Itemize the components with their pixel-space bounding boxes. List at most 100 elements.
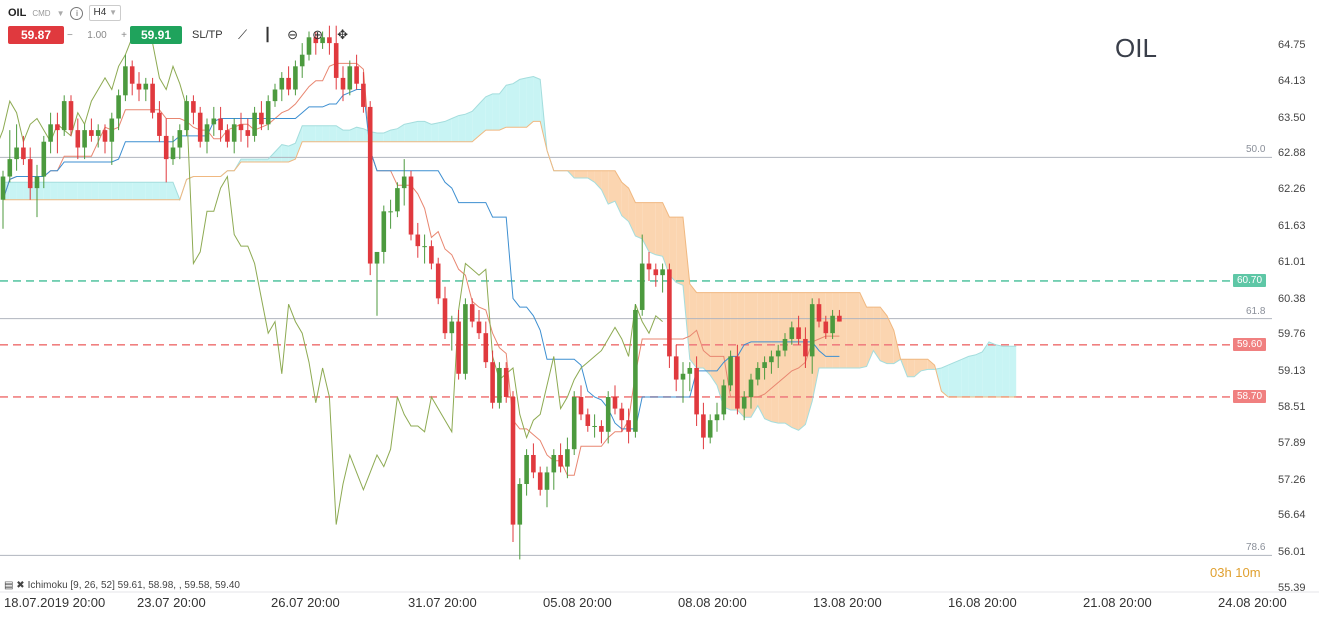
y-tick-label: 63.50 xyxy=(1278,111,1306,124)
zoom-out-icon[interactable]: ⊖ xyxy=(287,27,299,42)
symbol-dropdown-icon[interactable]: ▼ xyxy=(56,8,65,18)
candle-body xyxy=(123,66,128,96)
candle-body xyxy=(456,321,461,374)
cloud-segment xyxy=(785,292,792,428)
y-tick-label: 57.26 xyxy=(1278,473,1306,486)
candle-body xyxy=(177,130,183,148)
candle xyxy=(68,95,74,136)
candle xyxy=(830,309,835,339)
senkou-span-a xyxy=(3,75,1017,431)
qty-value[interactable]: 1.00 xyxy=(87,29,107,41)
candle-body xyxy=(191,101,196,113)
candle xyxy=(789,321,795,345)
cloud-segment xyxy=(43,182,51,200)
y-tick-label: 58.51 xyxy=(1278,401,1306,413)
cloud-segment xyxy=(492,93,500,131)
cloud-segment xyxy=(281,144,289,163)
trade-toolbar: OIL CMD ▼ i H4 ▼ 59.87 − 1.00 + 59.91 SL… xyxy=(0,0,360,50)
buy-button[interactable]: 59.91 xyxy=(130,26,182,44)
candle-body xyxy=(225,130,230,142)
quantity-stepper[interactable]: − 1.00 + xyxy=(64,26,130,44)
candle xyxy=(163,118,169,183)
qty-plus-button[interactable]: + xyxy=(121,29,127,41)
candle-body xyxy=(517,483,523,525)
cloud-segment xyxy=(710,292,717,386)
candle-body xyxy=(544,472,550,490)
candle-body xyxy=(537,472,543,490)
candle-body xyxy=(238,124,244,131)
candle-chart-icon[interactable]: ┃ xyxy=(263,27,272,42)
candle xyxy=(565,437,570,479)
cloud-segment xyxy=(64,182,71,200)
candle xyxy=(48,112,53,154)
candle xyxy=(585,408,591,432)
candle-body xyxy=(599,425,604,432)
candle-body xyxy=(14,147,19,160)
candle-body xyxy=(769,356,774,363)
kijun-sen xyxy=(2,89,840,430)
candle xyxy=(456,309,461,380)
candle-body xyxy=(442,298,448,334)
info-icon[interactable]: i xyxy=(70,6,84,20)
symbol-name[interactable]: OIL xyxy=(8,7,27,19)
candle-body xyxy=(354,66,359,84)
candle-body xyxy=(306,37,312,55)
cloud-segment xyxy=(383,130,391,142)
candle xyxy=(816,298,822,328)
candle xyxy=(578,385,584,421)
cloud-segment xyxy=(132,182,139,200)
zoom-in-icon[interactable]: ⊕ xyxy=(312,27,324,42)
candle-body xyxy=(735,356,740,409)
sltp-button[interactable]: SL/TP xyxy=(192,29,223,41)
candle-body xyxy=(755,367,761,380)
move-icon[interactable]: ✥ xyxy=(337,27,349,42)
indicator-settings-icon[interactable]: ▤ ✖ xyxy=(4,580,25,591)
cloud-segment xyxy=(506,83,513,128)
cloud-segment xyxy=(77,182,85,200)
candle-body xyxy=(497,367,502,403)
ichimoku-lines xyxy=(0,36,1017,525)
cloud-segment xyxy=(302,125,309,142)
sell-button[interactable]: 59.87 xyxy=(8,26,64,44)
x-tick-label: 21.08 20:00 xyxy=(1083,595,1152,610)
qty-minus-button[interactable]: − xyxy=(67,29,73,41)
candle xyxy=(531,443,536,479)
candle xyxy=(694,356,699,426)
candle xyxy=(150,77,155,119)
x-tick-label: 13.08 20:00 xyxy=(813,595,882,610)
candle xyxy=(503,362,509,403)
candle-body xyxy=(361,83,366,107)
candle-body xyxy=(293,66,298,90)
cloud-segment xyxy=(98,182,105,200)
candle-body xyxy=(299,54,305,67)
candle xyxy=(490,350,495,409)
x-tick-label: 31.07 20:00 xyxy=(408,595,477,610)
cloud-segment xyxy=(417,121,425,142)
cloud-segment xyxy=(91,182,99,200)
line-chart-icon[interactable]: ⟋ xyxy=(238,27,248,42)
candle-body xyxy=(714,414,720,421)
candle xyxy=(265,95,271,131)
cloud-segment xyxy=(356,127,364,142)
candle xyxy=(299,43,305,78)
candle xyxy=(143,77,149,102)
candle xyxy=(673,344,679,392)
indicator-legend[interactable]: ▤ ✖ Ichimoku [9, 26, 52] 59.61, 58.98, ,… xyxy=(4,580,240,591)
candle xyxy=(225,124,230,148)
candle xyxy=(313,31,319,55)
cloud-segment xyxy=(315,125,323,142)
candle-body xyxy=(762,362,767,368)
candle-body xyxy=(503,367,509,397)
candle-body xyxy=(707,420,713,438)
candle xyxy=(327,25,332,55)
cloud-segment xyxy=(519,77,527,128)
cloud-segment xyxy=(907,359,915,377)
cloud-segment xyxy=(798,292,806,431)
candle xyxy=(735,344,740,415)
candle-body xyxy=(61,101,67,131)
timeframe-select[interactable]: H4 ▼ xyxy=(89,5,121,21)
candle-body xyxy=(490,362,495,403)
candle xyxy=(204,118,210,154)
cloud-segment xyxy=(825,292,833,368)
